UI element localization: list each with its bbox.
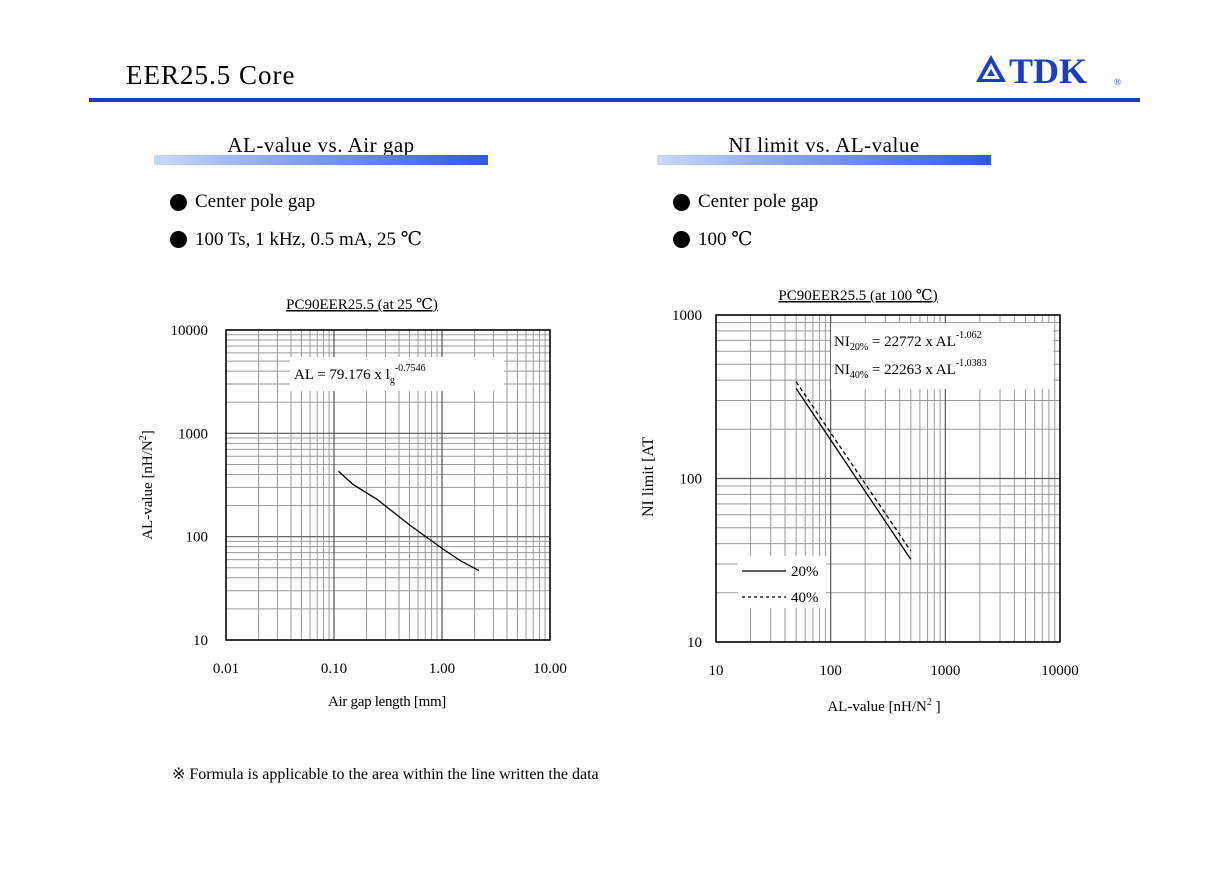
formula-box [290,357,504,391]
x-tick-label: 10000 [1041,663,1079,679]
tdk-emblem-icon [976,55,1006,82]
registered-mark: ® [1114,77,1121,87]
bullet-dot-icon [673,231,690,248]
series-line [795,381,912,552]
x-tick-label: 100 [819,663,842,679]
bullet-dot-icon [170,231,187,248]
y-axis-label: AL-value [nH/N2] [138,430,156,540]
bullet-dot-icon [673,193,690,211]
x-axis-label: Air gap length [mm] [328,694,446,710]
right-bullet-2: 100 ℃ [673,228,753,251]
legend-label: 40% [791,590,819,606]
right-bullet-1: Center pole gap [673,191,818,213]
x-tick-label: 0.01 [213,661,239,677]
left-section-bar [154,155,488,165]
series-line [795,388,912,560]
y-tick-label: 10 [193,633,208,649]
x-tick-label: 0.10 [321,661,347,677]
header-rule [89,98,1140,102]
left-bullet-1: Center pole gap [170,191,315,213]
page-title: EER25.5 Core [126,60,296,90]
formula-text: NI20% = 22772 x AL-1.062 [834,330,982,353]
y-tick-label: 10000 [171,323,209,339]
y-tick-label: 1000 [178,426,208,442]
formula-text: AL = 79.176 x lg-0.7546 [294,363,426,386]
chart-title: PC90EER25.5 (at 100 ℃) [778,288,937,304]
y-tick-label: 1000 [672,308,702,324]
x-tick-label: 10 [709,663,724,679]
left-section-title: AL-value vs. Air gap [227,133,415,157]
x-tick-label: 1.00 [429,661,455,677]
brand-text: TDK [1009,52,1087,91]
x-axis-label: AL-value [nH/N2 ] [827,697,940,715]
legend-box [738,556,826,608]
legend-label: 20% [791,564,819,580]
y-tick-label: 10 [687,635,702,651]
right-section-title: NI limit vs. AL-value [728,133,920,157]
chart-title: PC90EER25.5 (at 25 ℃) [286,297,438,313]
y-tick-label: 100 [186,530,209,546]
formula-box [831,323,1053,389]
formula-text: NI40% = 22263 x AL-1.0383 [834,358,987,381]
y-tick-label: 100 [680,472,703,488]
plot-frame [715,314,1061,643]
plot-frame [225,329,551,641]
tdk-logo: TDK ® [973,51,1133,92]
y-axis-label: NI limit [AT [640,437,657,517]
left-bullet-2: 100 Ts, 1 kHz, 0.5 mA, 25 ℃ [170,228,422,251]
x-tick-label: 1000 [930,663,960,679]
right-section-bar [657,155,991,165]
x-tick-label: 10.00 [533,661,567,677]
bullet-dot-icon [170,193,187,211]
series-line [338,470,480,572]
footnote: ※ Formula is applicable to the area with… [172,766,599,783]
